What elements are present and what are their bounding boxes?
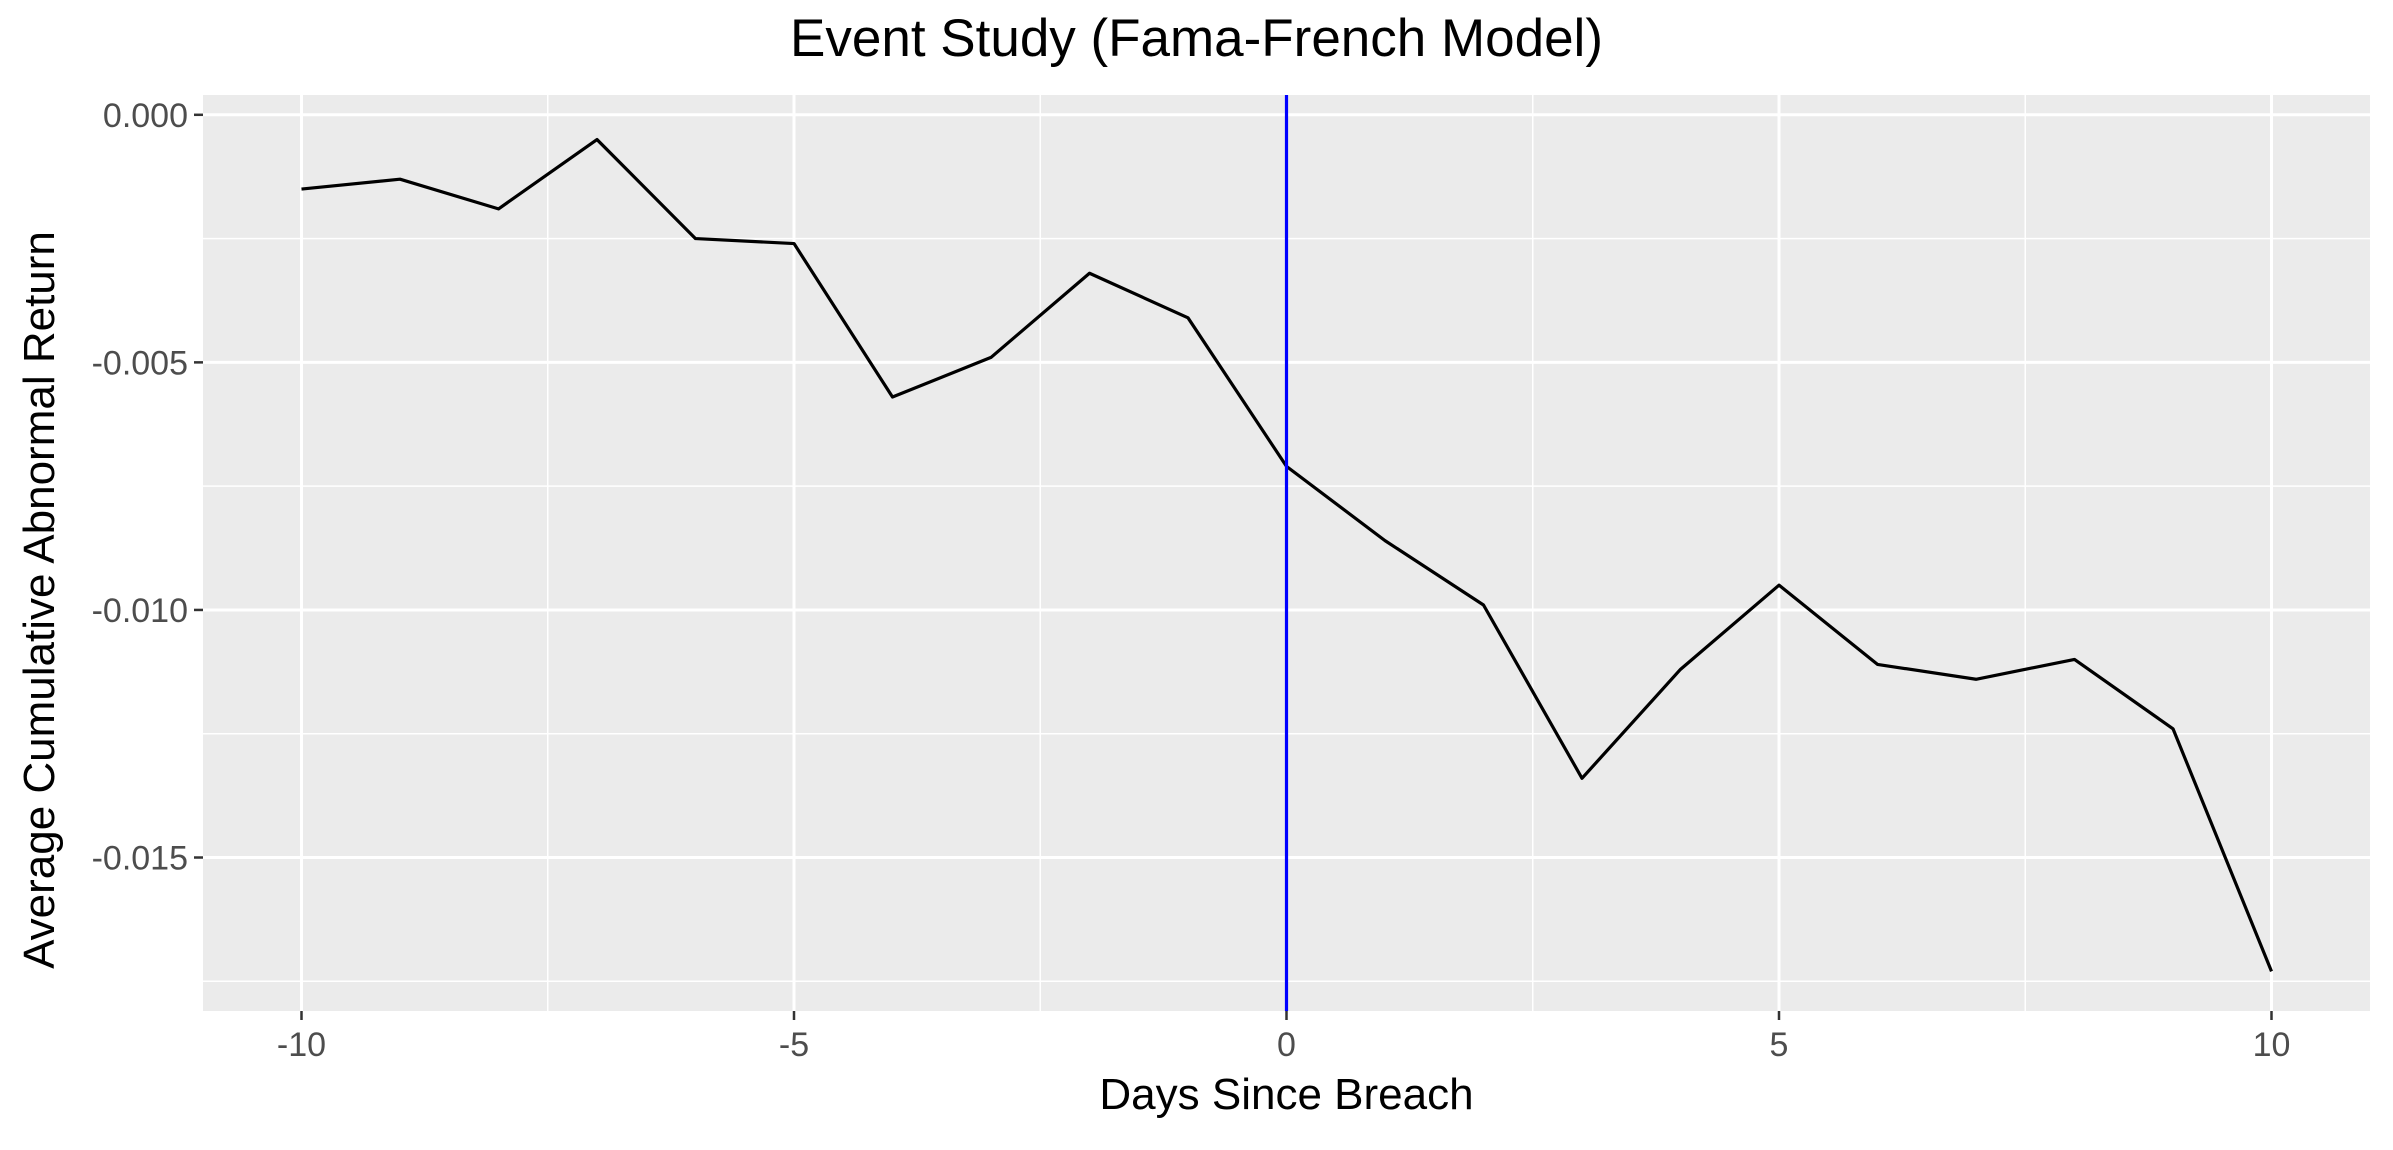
x-tick-label: -5 [779,1026,809,1064]
y-tick-label: -0.010 [92,592,188,630]
y-tick-label: -0.015 [92,840,188,878]
y-tick-label: 0.000 [103,97,188,135]
y-tick-label: -0.005 [92,344,188,382]
x-tick-label: 5 [1770,1026,1789,1064]
chart-title: Event Study (Fama-French Model) [790,9,1603,68]
x-tick-label: 10 [2253,1026,2291,1064]
axis-ticks [194,113,2273,1020]
y-axis-label: Average Cumulative Abnormal Return [15,231,64,969]
x-tick-label: -10 [277,1026,326,1064]
x-tick-label: 0 [1277,1026,1296,1064]
x-axis-label: Days Since Breach [1099,1070,1474,1119]
axis-tick-labels: -10 -5 0 5 10 0.000 -0.005 -0.010 -0.015 [92,97,2291,1064]
